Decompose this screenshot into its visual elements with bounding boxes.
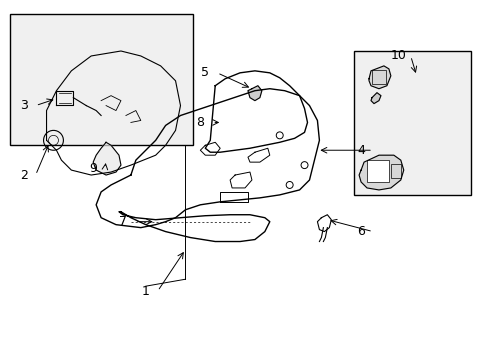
Bar <box>390 164 400 178</box>
Polygon shape <box>93 142 121 175</box>
Polygon shape <box>370 93 380 104</box>
Text: 8: 8 <box>196 116 204 129</box>
Text: 6: 6 <box>356 225 364 238</box>
Text: 10: 10 <box>390 49 406 63</box>
Text: 2: 2 <box>20 168 28 181</box>
Polygon shape <box>247 86 262 100</box>
Text: 7: 7 <box>119 215 127 228</box>
Bar <box>10 14 193 145</box>
Bar <box>366 160 388 182</box>
Bar <box>371 70 385 84</box>
Text: 4: 4 <box>356 144 364 157</box>
Text: 9: 9 <box>89 162 97 175</box>
Text: 3: 3 <box>20 99 28 112</box>
Bar <box>353 51 470 195</box>
Text: 1: 1 <box>142 285 149 298</box>
Text: 5: 5 <box>201 66 209 79</box>
Polygon shape <box>358 155 403 190</box>
Polygon shape <box>368 66 390 89</box>
